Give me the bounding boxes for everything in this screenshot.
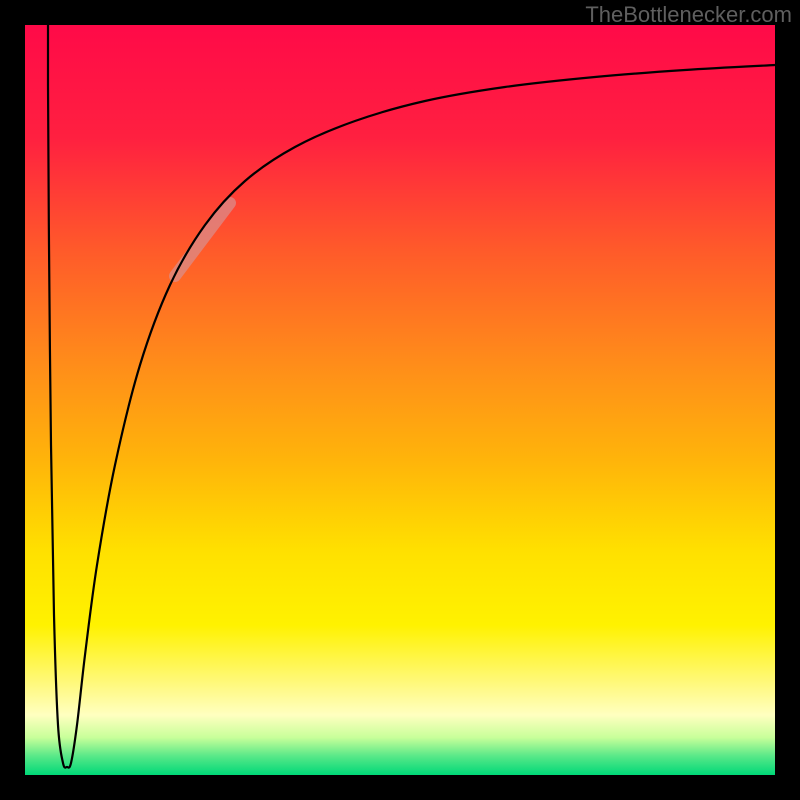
chart-root: TheBottlenecker.com xyxy=(0,0,800,800)
watermark-text: TheBottlenecker.com xyxy=(585,2,792,28)
bottleneck-curve xyxy=(48,25,775,768)
curve-layer xyxy=(0,0,800,800)
highlight-segment xyxy=(175,203,230,276)
